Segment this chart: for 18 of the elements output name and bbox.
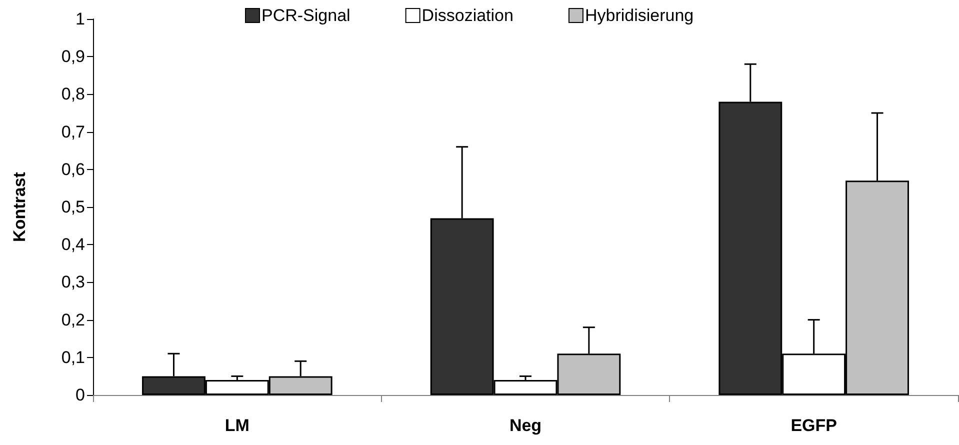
y-axis-title: Kontrast <box>10 172 29 242</box>
y-tick-label: 0 <box>76 386 85 404</box>
y-tick-label: 0,5 <box>61 198 85 216</box>
x-tick-label: Neg <box>509 416 542 435</box>
x-tick-label: LM <box>224 416 250 435</box>
y-tick-label: 1 <box>76 10 85 28</box>
y-tick-label: 0,6 <box>61 160 85 179</box>
legend-label: Dissoziation <box>422 6 514 25</box>
x-tick-label: EGFP <box>790 416 837 435</box>
y-tick-label: 0,7 <box>61 122 85 142</box>
y-tick-label: 0,1 <box>61 348 85 367</box>
legend-label: PCR-Signal <box>262 6 350 25</box>
y-tick-label: 0,2 <box>61 310 85 330</box>
legend-label: Hybridisierung <box>584 6 694 25</box>
y-tick-label: 0,3 <box>61 272 85 292</box>
y-tick-label: 0,8 <box>61 84 85 104</box>
y-tick-label: 0,4 <box>61 235 85 254</box>
y-tick-label: 0,9 <box>61 47 85 66</box>
